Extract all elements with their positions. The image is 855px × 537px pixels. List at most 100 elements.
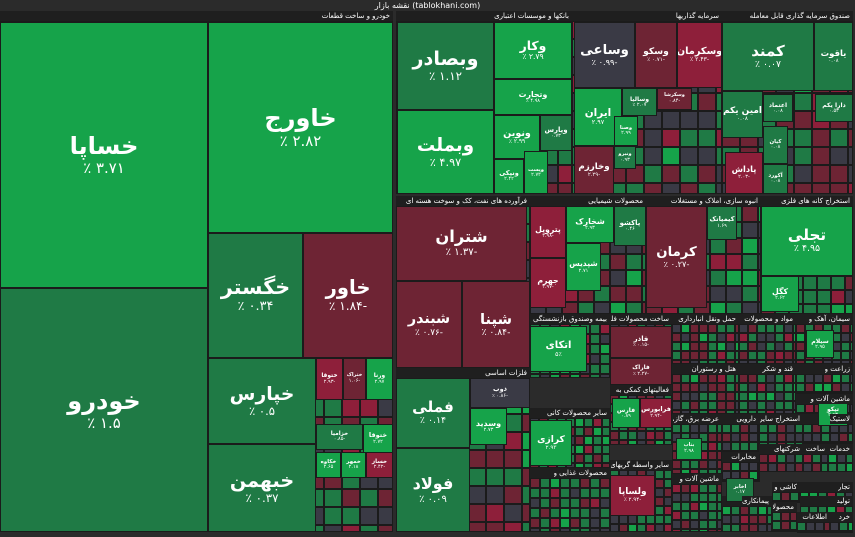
small-stock-cell[interactable] [758, 524, 767, 532]
small-stock-cell[interactable] [726, 360, 735, 364]
stock-cell[interactable]: وساعی -۰.۹۹ ٪ [574, 22, 635, 88]
small-stock-cell[interactable] [681, 351, 690, 360]
small-stock-cell[interactable] [560, 488, 570, 498]
small-stock-cell[interactable] [530, 374, 540, 378]
small-stock-cell[interactable] [708, 401, 717, 410]
stock-cell[interactable]: وبصادر ۱.۱۲ ٪ [397, 22, 494, 110]
small-stock-cell[interactable] [584, 436, 593, 445]
small-stock-cell[interactable] [655, 497, 664, 506]
small-stock-cell[interactable] [690, 410, 699, 414]
small-stock-cell[interactable] [717, 493, 722, 502]
small-stock-cell[interactable] [803, 442, 812, 444]
small-stock-cell[interactable] [742, 222, 758, 238]
small-stock-cell[interactable] [570, 498, 580, 508]
stock-cell[interactable]: ختراک -۱.۰۶ [343, 358, 366, 400]
small-stock-cell[interactable] [708, 529, 717, 532]
small-stock-cell[interactable] [848, 165, 853, 183]
small-stock-cell[interactable] [850, 404, 853, 413]
small-stock-cell[interactable] [850, 333, 853, 342]
small-stock-cell[interactable] [540, 508, 550, 518]
small-stock-cell[interactable] [324, 525, 342, 532]
small-stock-cell[interactable] [846, 463, 853, 472]
small-stock-cell[interactable] [681, 520, 690, 529]
small-stock-cell[interactable] [560, 518, 570, 528]
small-stock-cell[interactable] [841, 360, 850, 364]
small-stock-cell[interactable] [803, 454, 812, 463]
small-stock-cell[interactable] [717, 469, 722, 474]
small-stock-cell[interactable] [758, 238, 761, 254]
small-stock-cell[interactable] [812, 165, 830, 183]
small-stock-cell[interactable] [815, 522, 824, 531]
small-stock-cell[interactable] [748, 401, 757, 410]
small-stock-cell[interactable] [748, 360, 757, 364]
small-stock-cell[interactable] [710, 238, 726, 254]
stock-cell[interactable]: پاداش -۲.۰۳ [725, 152, 763, 194]
small-stock-cell[interactable] [570, 488, 580, 498]
small-stock-cell[interactable] [672, 351, 681, 360]
small-stock-cell[interactable] [600, 324, 610, 334]
small-stock-cell[interactable] [793, 401, 796, 410]
small-stock-cell[interactable] [848, 129, 853, 147]
small-stock-cell[interactable] [644, 129, 662, 147]
small-stock-cell[interactable] [735, 333, 739, 342]
small-stock-cell[interactable] [795, 433, 803, 442]
small-stock-cell[interactable] [749, 433, 758, 442]
small-stock-cell[interactable] [560, 374, 570, 378]
small-stock-cell[interactable] [735, 342, 739, 351]
small-stock-cell[interactable] [848, 522, 853, 531]
small-stock-cell[interactable] [690, 324, 699, 333]
small-stock-cell[interactable] [610, 302, 626, 314]
small-stock-cell[interactable] [699, 469, 708, 474]
small-stock-cell[interactable] [805, 404, 814, 413]
small-stock-cell[interactable] [699, 360, 708, 364]
small-stock-cell[interactable] [805, 374, 814, 383]
stock-cell[interactable]: فاذر -۰.۱۵ ٪ [610, 326, 672, 358]
stock-cell[interactable]: وبملت ۴.۹۷ ٪ [397, 110, 494, 194]
small-stock-cell[interactable] [812, 442, 821, 444]
stock-cell[interactable]: ورنا ۲.۹۷ [366, 358, 393, 400]
small-stock-cell[interactable] [698, 129, 716, 147]
small-stock-cell[interactable] [708, 493, 717, 502]
small-stock-cell[interactable] [708, 469, 717, 474]
small-stock-cell[interactable] [522, 522, 530, 532]
small-stock-cell[interactable] [739, 342, 748, 351]
small-stock-cell[interactable] [796, 360, 805, 364]
small-stock-cell[interactable] [793, 374, 796, 383]
small-stock-cell[interactable] [837, 454, 846, 463]
small-stock-cell[interactable] [610, 524, 619, 532]
small-stock-cell[interactable] [772, 530, 781, 532]
small-stock-cell[interactable] [698, 165, 716, 183]
small-stock-cell[interactable] [550, 478, 560, 488]
small-stock-cell[interactable] [716, 165, 722, 183]
small-stock-cell[interactable] [850, 383, 853, 392]
small-stock-cell[interactable] [742, 286, 758, 302]
small-stock-cell[interactable] [626, 286, 642, 302]
stock-cell[interactable]: کگل ۲.۶۲ [761, 276, 799, 312]
small-stock-cell[interactable] [626, 254, 642, 270]
small-stock-cell[interactable] [708, 424, 717, 433]
small-stock-cell[interactable] [655, 479, 664, 488]
small-stock-cell[interactable] [590, 344, 600, 354]
small-stock-cell[interactable] [781, 512, 790, 521]
small-stock-cell[interactable] [550, 498, 560, 508]
small-stock-cell[interactable] [570, 374, 580, 378]
small-stock-cell[interactable] [378, 399, 393, 417]
stock-cell[interactable]: خزامیا -۰.۸۵ [316, 424, 363, 450]
small-stock-cell[interactable] [590, 374, 600, 378]
small-stock-cell[interactable] [784, 324, 793, 333]
small-stock-cell[interactable] [699, 342, 708, 351]
small-stock-cell[interactable] [817, 276, 831, 290]
small-stock-cell[interactable] [735, 324, 739, 333]
small-stock-cell[interactable] [637, 431, 646, 440]
small-stock-cell[interactable] [672, 333, 681, 342]
small-stock-cell[interactable] [698, 93, 716, 111]
stock-cell[interactable]: کیمیاتک ۱.۶۹ [707, 206, 737, 240]
stock-cell[interactable]: ونیکی ۲.۴۲ [494, 159, 524, 194]
small-stock-cell[interactable] [817, 304, 831, 314]
small-stock-cell[interactable] [731, 506, 740, 515]
small-stock-cell[interactable] [716, 129, 722, 147]
small-stock-cell[interactable] [812, 424, 821, 433]
small-stock-cell[interactable] [828, 463, 837, 472]
small-stock-cell[interactable] [717, 511, 722, 520]
small-stock-cell[interactable] [504, 468, 522, 486]
